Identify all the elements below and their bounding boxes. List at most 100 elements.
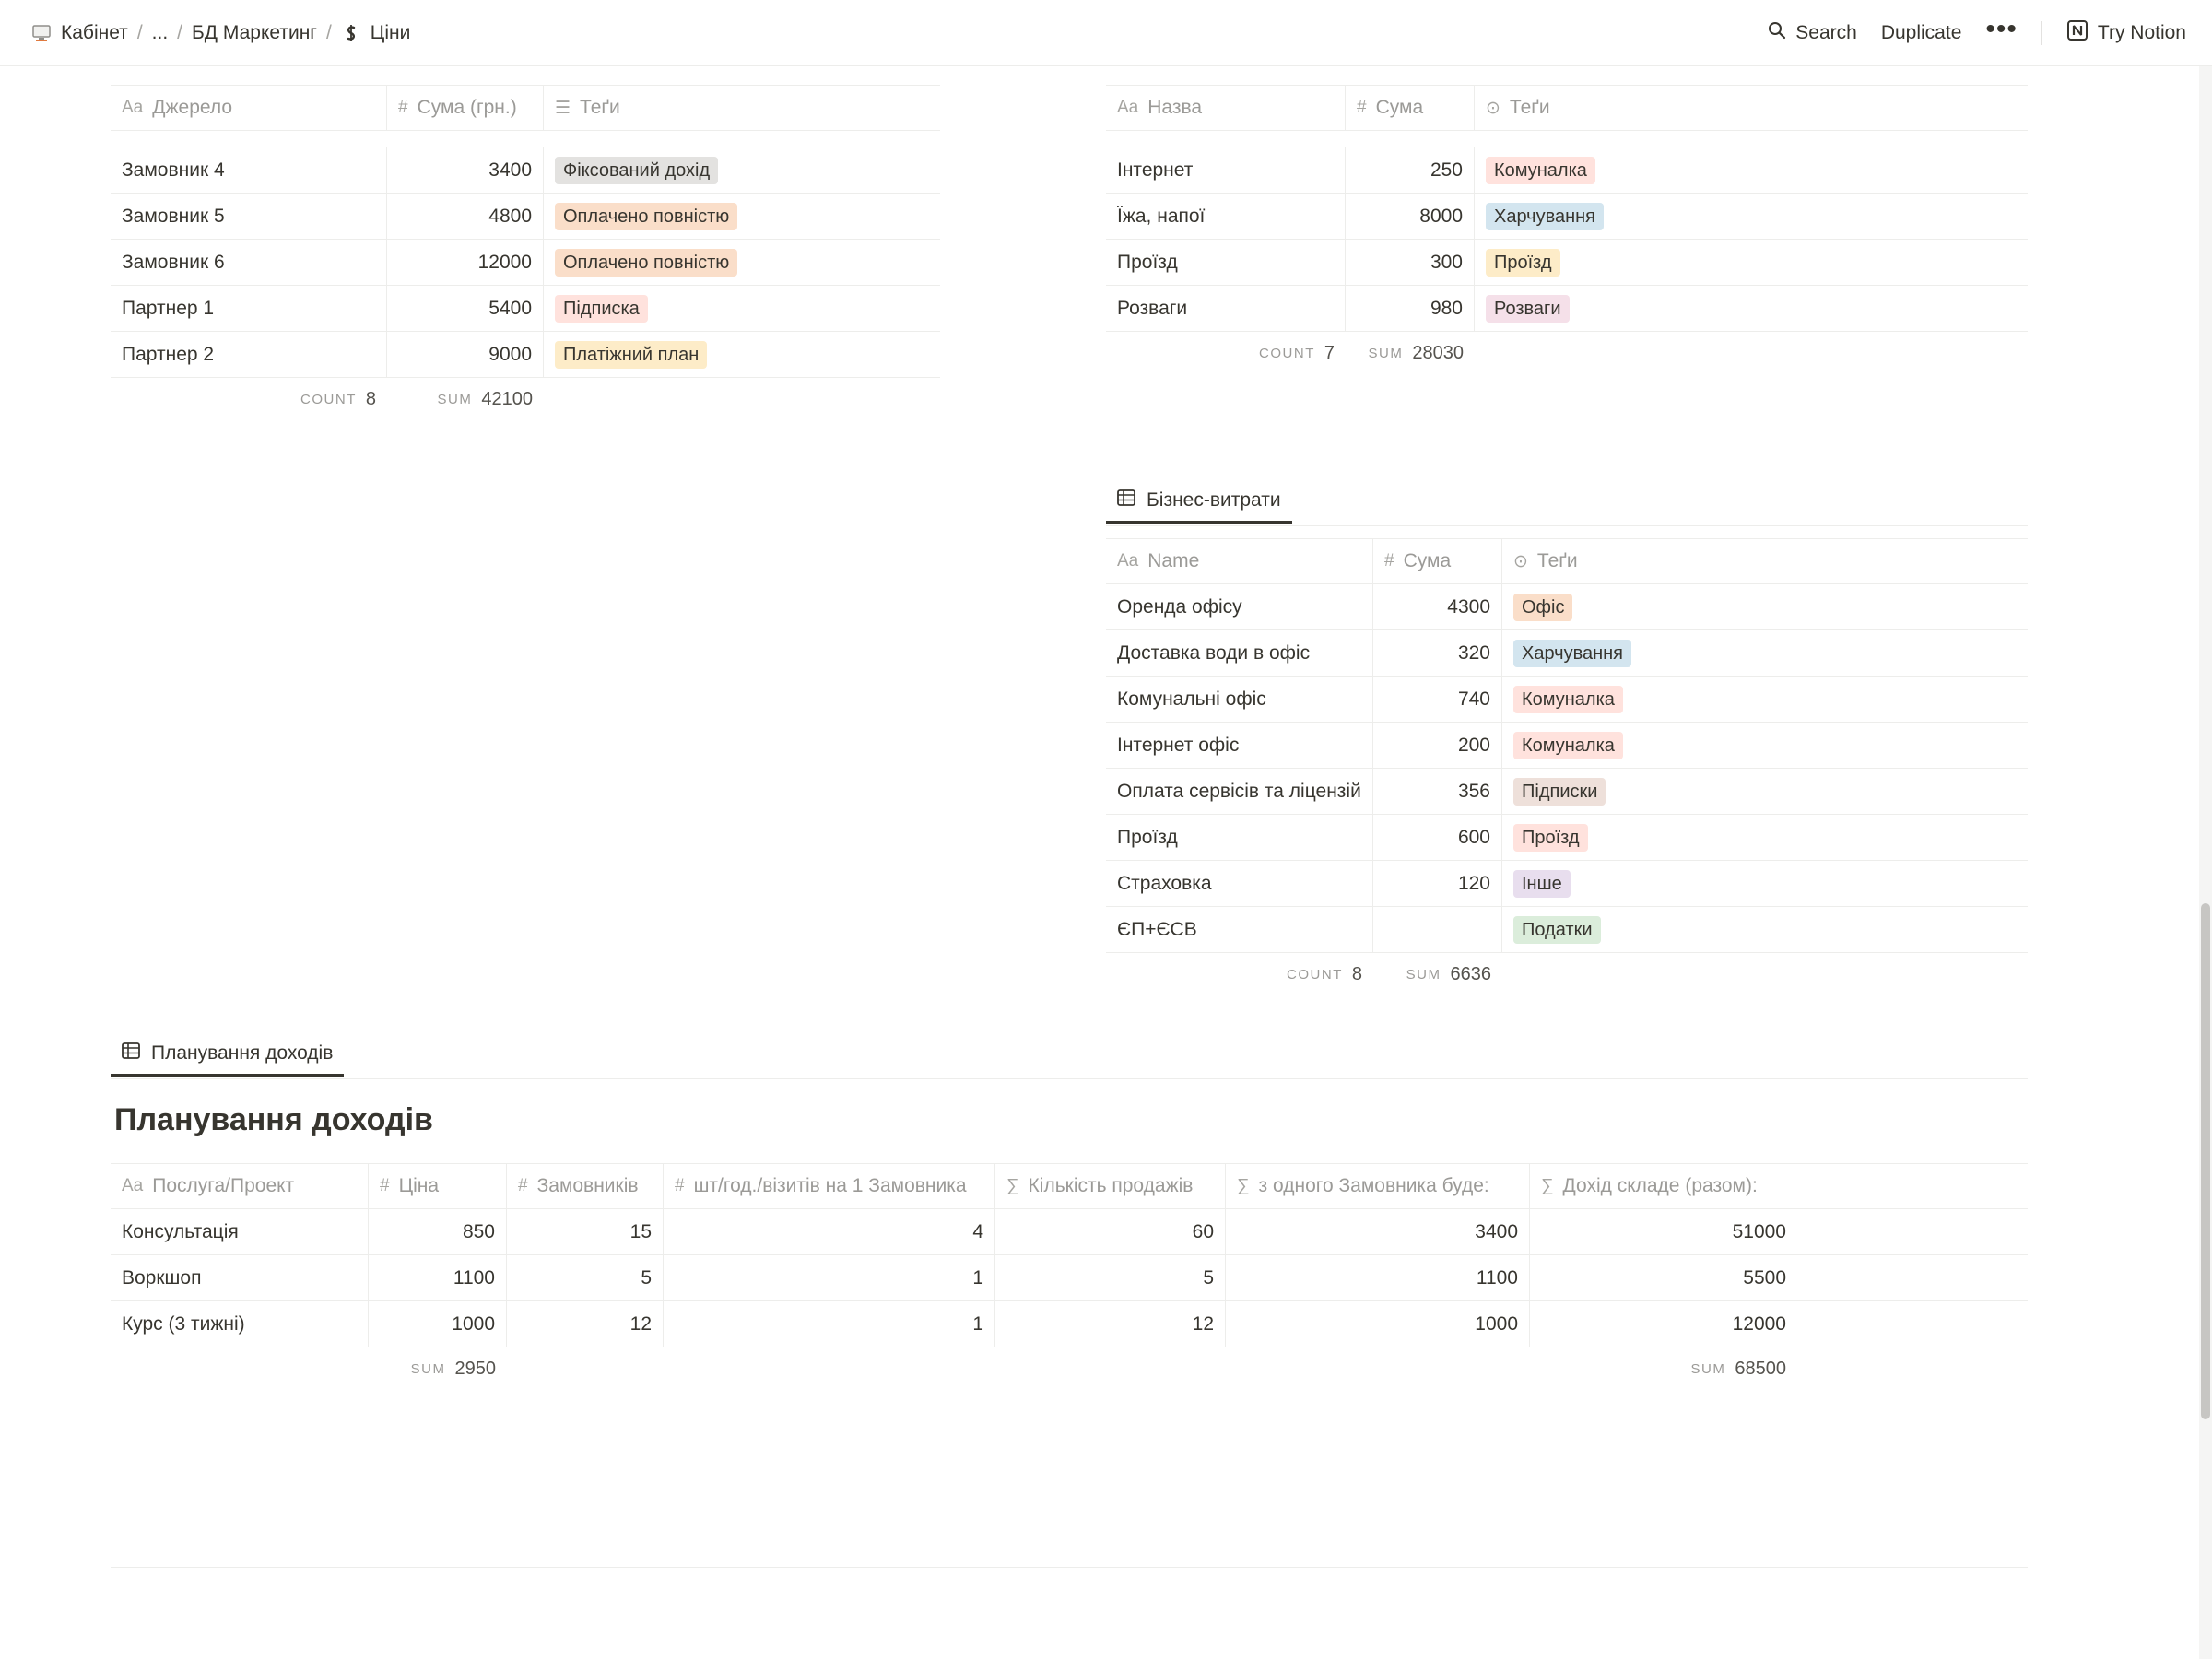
- cell-total[interactable]: 51000: [1732, 1220, 1786, 1242]
- column-header-tags[interactable]: ⊙ Теґи: [1475, 86, 2028, 130]
- try-notion-button[interactable]: Try Notion: [2066, 19, 2186, 47]
- database-title[interactable]: Планування доходів: [114, 1102, 433, 1137]
- cell-name[interactable]: Партнер 1: [111, 286, 387, 331]
- sum-aggregate[interactable]: SUM 6636: [1373, 953, 1502, 995]
- table-row[interactable]: Їжа, напої 8000 Харчування: [1106, 194, 2028, 240]
- cell-tags[interactable]: Проїзд: [1475, 240, 2028, 285]
- cell-amount[interactable]: [1373, 907, 1502, 952]
- sum-aggregate[interactable]: SUM 42100: [387, 378, 544, 420]
- table-row[interactable]: Інтернет 250 Комуналка: [1106, 147, 2028, 194]
- cell-amount[interactable]: 200: [1373, 723, 1502, 768]
- tab-business-expenses[interactable]: Бізнес-витрати: [1106, 479, 1292, 524]
- cell-name[interactable]: Проїзд: [1106, 240, 1346, 285]
- scrollbar-track[interactable]: [2199, 66, 2212, 1659]
- column-header-total[interactable]: ∑ Дохід складе (разом):: [1530, 1164, 1797, 1208]
- cell-clients[interactable]: 15: [507, 1209, 664, 1254]
- search-button[interactable]: Search: [1768, 21, 1857, 45]
- cell-tags[interactable]: Фіксований дохід: [544, 147, 940, 193]
- table-row[interactable]: Курс (3 тижні) 1000 12 1 12 1000 12000: [111, 1301, 2028, 1347]
- sum-aggregate-total[interactable]: SUM 68500: [1530, 1347, 1797, 1390]
- cell-tags[interactable]: Оплачено повністю: [544, 240, 940, 285]
- cell-service[interactable]: Воркшоп: [111, 1255, 369, 1300]
- column-header-clients[interactable]: # Замовників: [507, 1164, 664, 1208]
- cell-name[interactable]: Їжа, напої: [1106, 194, 1346, 239]
- cell-total[interactable]: 5500: [1743, 1266, 1786, 1288]
- cell-tags[interactable]: Комуналка: [1475, 147, 2028, 193]
- column-header-tags[interactable]: ⊙ Теґи: [1502, 539, 2028, 583]
- cell-per-client-income[interactable]: 1000: [1226, 1301, 1530, 1347]
- cell-sales[interactable]: 5: [995, 1255, 1226, 1300]
- breadcrumb-item-prices[interactable]: Ціни: [335, 18, 417, 48]
- cell-service[interactable]: Консультація: [111, 1209, 369, 1254]
- cell-name[interactable]: Страховка: [1106, 861, 1373, 906]
- cell-tags[interactable]: Платіжний план: [544, 332, 940, 377]
- cell-name[interactable]: Замовник 6: [111, 240, 387, 285]
- cell-tags[interactable]: Інше: [1502, 861, 2028, 906]
- empty-aggregate[interactable]: [111, 1347, 369, 1390]
- cell-total[interactable]: 12000: [1732, 1312, 1786, 1335]
- cell-name[interactable]: Інтернет офіс: [1106, 723, 1373, 768]
- table-row[interactable]: Партнер 2 9000 Платіжний план: [111, 332, 940, 378]
- cell-name[interactable]: Оренда офісу: [1106, 584, 1373, 629]
- cell-amount[interactable]: 980: [1346, 286, 1475, 331]
- cell-clients[interactable]: 5: [507, 1255, 664, 1300]
- cell-tags[interactable]: Оплачено повністю: [544, 194, 940, 239]
- table-row[interactable]: Комунальні офіс 740 Комуналка: [1106, 677, 2028, 723]
- cell-name[interactable]: Проїзд: [1106, 815, 1373, 860]
- count-aggregate[interactable]: COUNT 8: [1106, 953, 1373, 995]
- cell-price[interactable]: 1100: [369, 1255, 507, 1300]
- cell-per-client[interactable]: 1: [664, 1255, 995, 1300]
- cell-name[interactable]: Замовник 5: [111, 194, 387, 239]
- cell-name[interactable]: Замовник 4: [111, 147, 387, 193]
- breadcrumb-item-marketing-db[interactable]: БД Маркетинг: [186, 18, 323, 48]
- cell-amount[interactable]: 9000: [387, 332, 544, 377]
- cell-name[interactable]: Комунальні офіс: [1106, 677, 1373, 722]
- cell-amount[interactable]: 600: [1373, 815, 1502, 860]
- cell-tags[interactable]: Проїзд: [1502, 815, 2028, 860]
- cell-sales[interactable]: 60: [995, 1209, 1226, 1254]
- scrollbar-thumb[interactable]: [2201, 903, 2210, 1419]
- sum-aggregate[interactable]: SUM 28030: [1346, 332, 1475, 374]
- cell-amount[interactable]: 8000: [1346, 194, 1475, 239]
- cell-per-client-income[interactable]: 3400: [1226, 1209, 1530, 1254]
- cell-tags[interactable]: Харчування: [1502, 630, 2028, 676]
- duplicate-button[interactable]: Duplicate: [1881, 22, 1962, 44]
- cell-per-client[interactable]: 1: [664, 1301, 995, 1347]
- table-row[interactable]: Страховка 120 Інше: [1106, 861, 2028, 907]
- cell-amount[interactable]: 300: [1346, 240, 1475, 285]
- table-row[interactable]: Партнер 1 5400 Підписка: [111, 286, 940, 332]
- cell-per-client[interactable]: 4: [664, 1209, 995, 1254]
- cell-amount[interactable]: 356: [1373, 769, 1502, 814]
- cell-tags[interactable]: Комуналка: [1502, 723, 2028, 768]
- cell-name[interactable]: Інтернет: [1106, 147, 1346, 193]
- column-header-service[interactable]: Aa Послуга/Проект: [111, 1164, 369, 1208]
- cell-tags[interactable]: Підписки: [1502, 769, 2028, 814]
- table-row[interactable]: Проїзд 300 Проїзд: [1106, 240, 2028, 286]
- column-header-tags[interactable]: ☰ Теґи: [544, 86, 940, 130]
- table-row[interactable]: Доставка води в офіс 320 Харчування: [1106, 630, 2028, 677]
- table-row[interactable]: Консультація 850 15 4 60 3400 51000: [111, 1209, 2028, 1255]
- cell-tags[interactable]: Податки: [1502, 907, 2028, 952]
- column-header-amount[interactable]: # Сума (грн.): [387, 86, 544, 130]
- cell-amount[interactable]: 320: [1373, 630, 1502, 676]
- table-row[interactable]: Проїзд 600 Проїзд: [1106, 815, 2028, 861]
- count-aggregate[interactable]: COUNT 7: [1106, 332, 1346, 374]
- table-row[interactable]: Замовник 6 12000 Оплачено повністю: [111, 240, 940, 286]
- cell-amount[interactable]: 250: [1346, 147, 1475, 193]
- column-header-source[interactable]: Aa Джерело: [111, 86, 387, 130]
- table-row[interactable]: Замовник 4 3400 Фіксований дохід: [111, 147, 940, 194]
- table-row[interactable]: Оплата сервісів та ліцензій 356 Підписки: [1106, 769, 2028, 815]
- cell-tags[interactable]: Офіс: [1502, 584, 2028, 629]
- table-row[interactable]: Воркшоп 1100 5 1 5 1100 5500: [111, 1255, 2028, 1301]
- tab-income-planning[interactable]: Планування доходів: [111, 1032, 345, 1077]
- cell-amount[interactable]: 4300: [1373, 584, 1502, 629]
- cell-amount[interactable]: 4800: [387, 194, 544, 239]
- cell-name[interactable]: Оплата сервісів та ліцензій: [1106, 769, 1373, 814]
- column-header-name[interactable]: Aa Name: [1106, 539, 1373, 583]
- cell-clients[interactable]: 12: [507, 1301, 664, 1347]
- empty-aggregate[interactable]: [507, 1347, 1530, 1390]
- cell-amount[interactable]: 3400: [387, 147, 544, 193]
- cell-amount[interactable]: 120: [1373, 861, 1502, 906]
- cell-tags[interactable]: Харчування: [1475, 194, 2028, 239]
- cell-per-client-income[interactable]: 1100: [1226, 1255, 1530, 1300]
